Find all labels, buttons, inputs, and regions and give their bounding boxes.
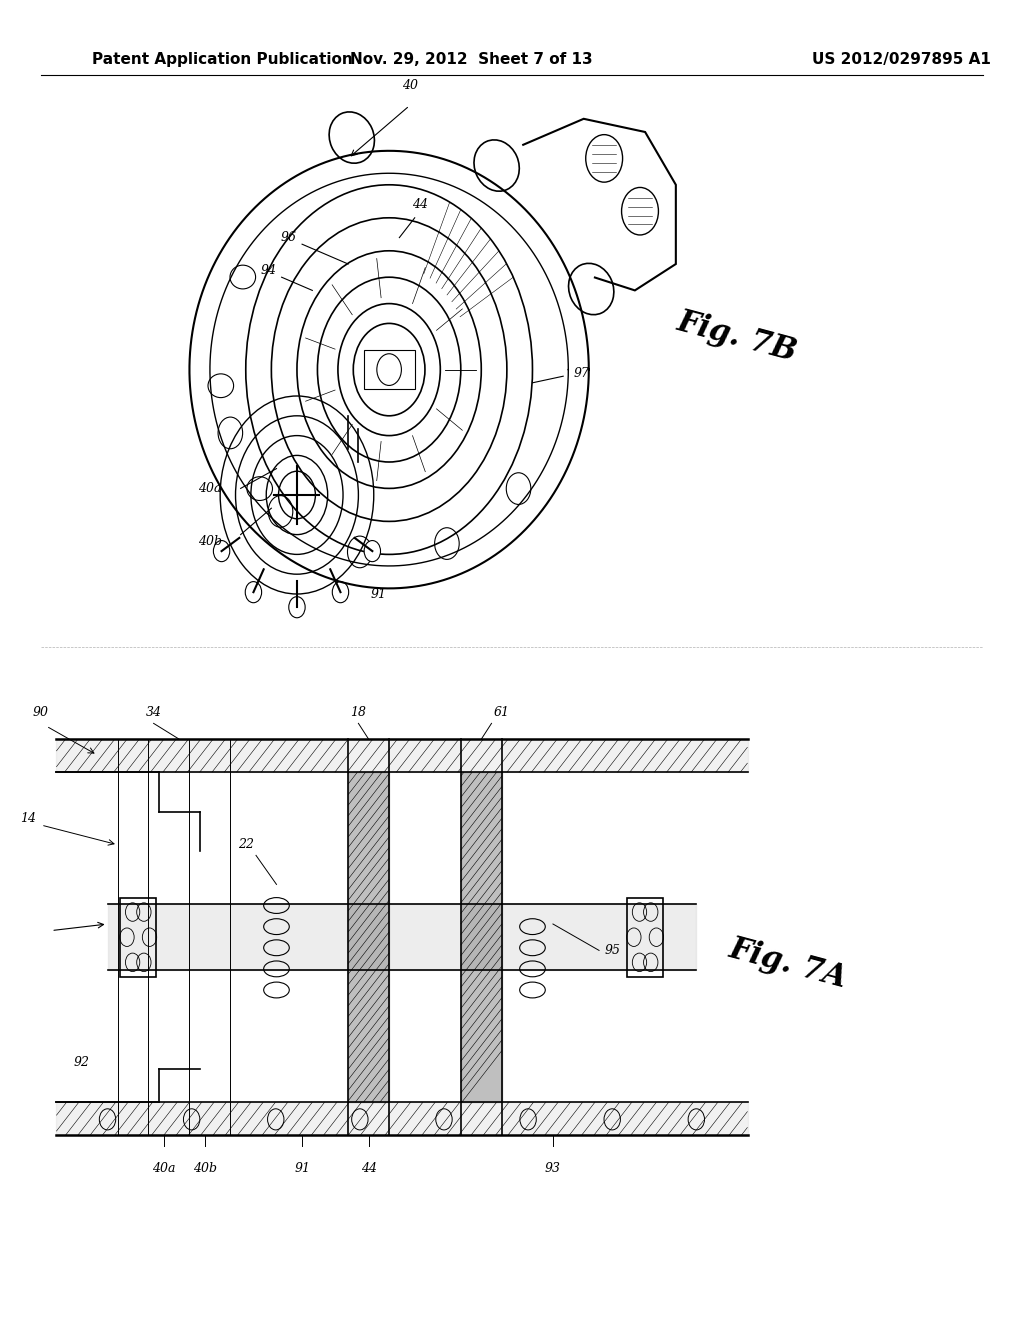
Text: 91: 91: [371, 587, 387, 601]
Text: 94: 94: [260, 264, 276, 277]
Bar: [121, 898, 157, 977]
Text: 40b: 40b: [198, 535, 222, 548]
Text: US 2012/0297895 A1: US 2012/0297895 A1: [812, 51, 990, 67]
Circle shape: [246, 582, 262, 603]
Text: 40a: 40a: [153, 1162, 175, 1175]
Text: 22: 22: [238, 838, 254, 851]
Circle shape: [332, 582, 348, 603]
Text: 40b: 40b: [193, 1162, 217, 1175]
Circle shape: [365, 541, 381, 562]
Text: 18: 18: [350, 706, 367, 719]
Text: Patent Application Publication: Patent Application Publication: [92, 51, 353, 67]
Bar: [627, 898, 664, 977]
Text: 96: 96: [281, 231, 297, 244]
Text: 93: 93: [545, 1162, 561, 1175]
Text: 34: 34: [145, 706, 162, 719]
Text: 95: 95: [604, 944, 621, 957]
Text: 97: 97: [573, 367, 590, 380]
Text: Nov. 29, 2012  Sheet 7 of 13: Nov. 29, 2012 Sheet 7 of 13: [350, 51, 592, 67]
Circle shape: [289, 597, 305, 618]
Text: 40a: 40a: [199, 482, 221, 495]
Text: 92: 92: [74, 1056, 90, 1069]
Bar: [364, 350, 415, 389]
Text: Fig. 7A: Fig. 7A: [726, 933, 851, 994]
Text: 90: 90: [33, 706, 49, 719]
Text: 91: 91: [294, 1162, 310, 1175]
Text: 14: 14: [19, 812, 36, 825]
Text: 40: 40: [401, 79, 418, 92]
Circle shape: [213, 541, 229, 562]
Text: Fig. 7B: Fig. 7B: [674, 306, 801, 367]
Text: 44: 44: [412, 198, 428, 211]
Text: 44: 44: [360, 1162, 377, 1175]
Text: 61: 61: [494, 706, 510, 719]
